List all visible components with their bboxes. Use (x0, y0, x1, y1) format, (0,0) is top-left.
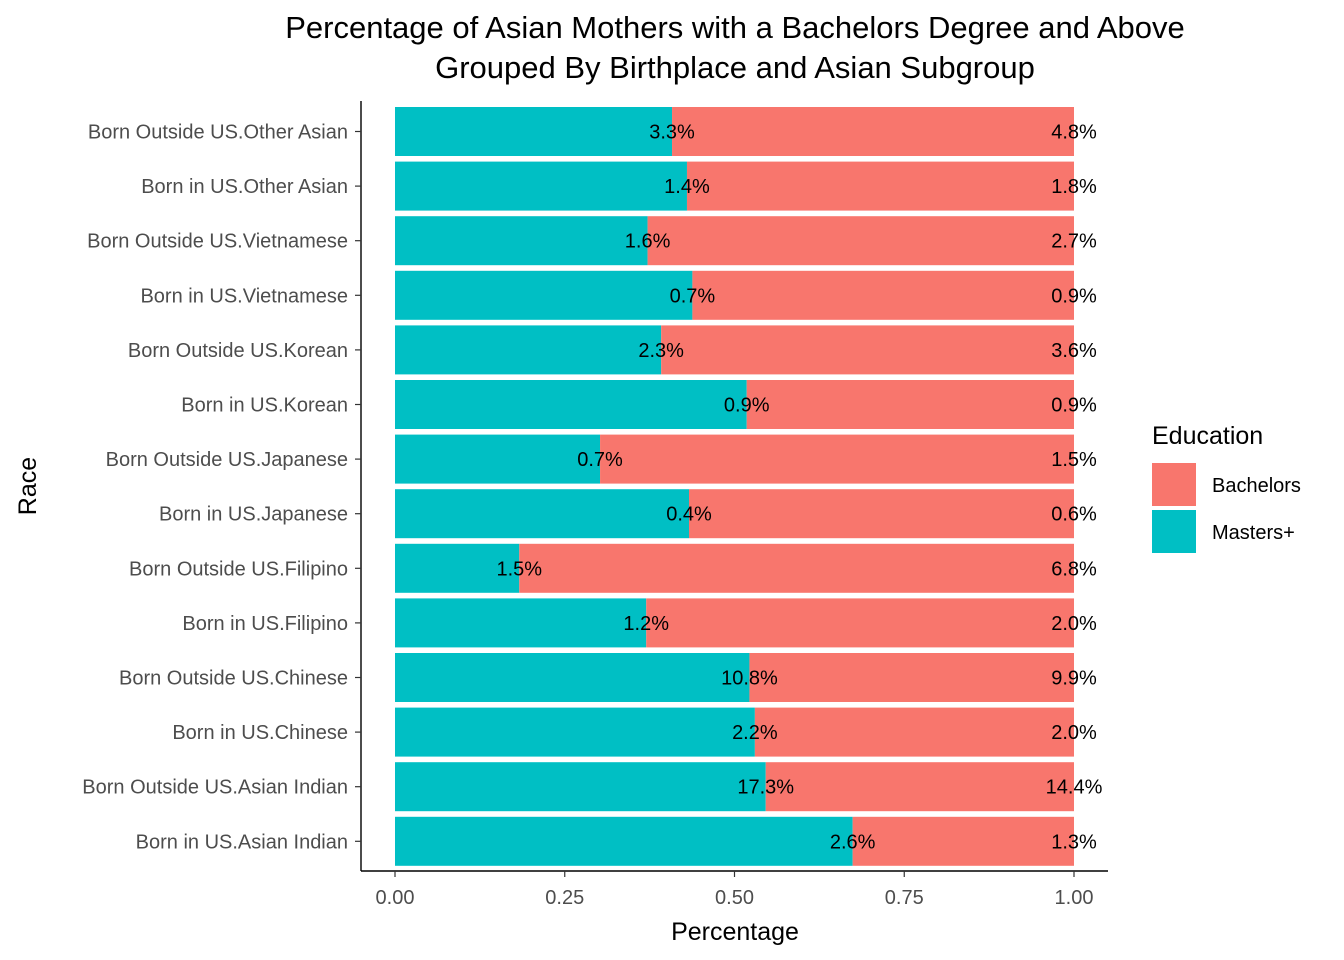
bar-masters (395, 707, 755, 757)
bar-bachelors (647, 216, 1074, 266)
bar-label-bachelors: 4.8% (1051, 122, 1097, 144)
bar-masters (395, 543, 520, 593)
bar-bachelors (692, 270, 1074, 320)
bar-bachelors (686, 161, 1074, 211)
y-tick-label: Born in US.Japanese (159, 504, 348, 526)
chart-title: Percentage of Asian Mothers with a Bache… (285, 10, 1185, 45)
bar-label-masters: 0.7% (577, 449, 623, 471)
bar-label-bachelors: 3.6% (1051, 340, 1097, 362)
bar-bachelors (519, 543, 1074, 593)
legend: Education Bachelors Masters+ (1152, 422, 1301, 553)
bar-label-masters: 2.2% (732, 722, 778, 744)
x-tick-label: 1.00 (1055, 887, 1094, 909)
y-tick-label: Born in US.Korean (181, 395, 348, 417)
y-tick-label: Born Outside US.Asian Indian (82, 777, 348, 799)
y-tick-label: Born in US.Vietnamese (140, 285, 348, 307)
y-tick-label: Born in US.Filipino (182, 613, 348, 635)
bar-bachelors (754, 707, 1074, 757)
bar-bachelors (689, 489, 1074, 539)
bar-label-bachelors: 14.4% (1046, 777, 1103, 799)
bar-bachelors (600, 434, 1074, 484)
y-tick-label: Born in US.Asian Indian (136, 831, 348, 853)
bar-masters (395, 161, 687, 211)
bar-masters (395, 598, 647, 648)
bar-label-masters: 1.4% (664, 176, 710, 198)
bar-bachelors (672, 107, 1074, 156)
bar-masters (395, 107, 673, 156)
x-tick-label: 0.50 (715, 887, 754, 909)
bar-label-masters: 0.4% (666, 504, 712, 526)
legend-swatch (1152, 510, 1196, 553)
bar-label-bachelors: 0.6% (1051, 504, 1097, 526)
y-tick-label: Born Outside US.Korean (128, 340, 348, 362)
chart-subtitle: Grouped By Birthplace and Asian Subgroup (435, 50, 1035, 85)
bar-label-masters: 1.6% (625, 231, 671, 253)
bar-label-bachelors: 1.5% (1051, 449, 1097, 471)
y-tick-label: Born Outside US.Japanese (106, 449, 348, 471)
y-tick-label: Born in US.Chinese (172, 722, 348, 744)
y-tick-label: Born Outside US.Filipino (129, 558, 348, 580)
bar-label-masters: 2.3% (638, 340, 684, 362)
bar-label-masters: 2.6% (830, 831, 876, 853)
bars-layer (395, 107, 1074, 866)
bar-masters (395, 653, 750, 702)
bar-labels-layer: 3.3% 4.8% 1.4% 1.8% 1.6% 2.7% 0.7% 0.9% 2.3% 3.6%… (496, 122, 1102, 854)
bar-label-masters: 0.7% (670, 285, 716, 307)
bar-masters (395, 489, 690, 539)
legend-label: Bachelors (1212, 475, 1301, 497)
bar-label-bachelors: 1.3% (1051, 831, 1097, 853)
legend-swatch (1152, 463, 1196, 506)
bar-masters (395, 380, 747, 429)
bar-label-bachelors: 1.8% (1051, 176, 1097, 198)
bar-bachelors (661, 325, 1074, 375)
y-tick-label: Born in US.Other Asian (141, 176, 348, 198)
bar-bachelors (746, 380, 1074, 429)
bar-label-bachelors: 9.9% (1051, 668, 1097, 690)
bar-masters (395, 816, 853, 866)
x-axis-title: Percentage (671, 918, 799, 946)
x-tick-label: 0.25 (545, 887, 584, 909)
bar-label-masters: 0.9% (724, 395, 770, 417)
bar-label-bachelors: 6.8% (1051, 558, 1097, 580)
bar-masters (395, 762, 766, 812)
x-tick-label: 0.75 (885, 887, 924, 909)
y-tick-label: Born Outside US.Chinese (119, 668, 348, 690)
y-tick-label: Born Outside US.Vietnamese (87, 231, 348, 253)
bar-label-bachelors: 2.7% (1051, 231, 1097, 253)
bar-label-bachelors: 0.9% (1051, 285, 1097, 307)
bar-masters (395, 216, 648, 266)
y-axis-title: Race (14, 457, 42, 515)
bar-bachelors (749, 653, 1074, 702)
legend-label: Masters+ (1212, 522, 1295, 544)
bar-masters (395, 270, 693, 320)
x-ticks-layer: 0.00 0.25 0.50 0.75 1.00 (376, 871, 1094, 909)
bar-label-bachelors: 2.0% (1051, 722, 1097, 744)
bar-masters (395, 325, 662, 375)
bar-bachelors (646, 598, 1074, 648)
legend-items: Bachelors Masters+ (1152, 463, 1301, 553)
bar-label-masters: 10.8% (721, 668, 778, 690)
y-ticks-layer: Born Outside US.Other Asian Born in US.Ot… (82, 122, 361, 853)
bar-label-masters: 1.5% (496, 558, 542, 580)
bar-bachelors (765, 762, 1074, 812)
bar-label-bachelors: 0.9% (1051, 395, 1097, 417)
bar-label-masters: 1.2% (623, 613, 669, 635)
bar-label-bachelors: 2.0% (1051, 613, 1097, 635)
y-tick-label: Born Outside US.Other Asian (88, 122, 348, 144)
x-tick-label: 0.00 (376, 887, 415, 909)
bar-label-masters: 3.3% (649, 122, 695, 144)
bar-bachelors (852, 816, 1074, 866)
bar-label-masters: 17.3% (737, 777, 794, 799)
legend-title: Education (1152, 422, 1263, 450)
bar-masters (395, 434, 601, 484)
